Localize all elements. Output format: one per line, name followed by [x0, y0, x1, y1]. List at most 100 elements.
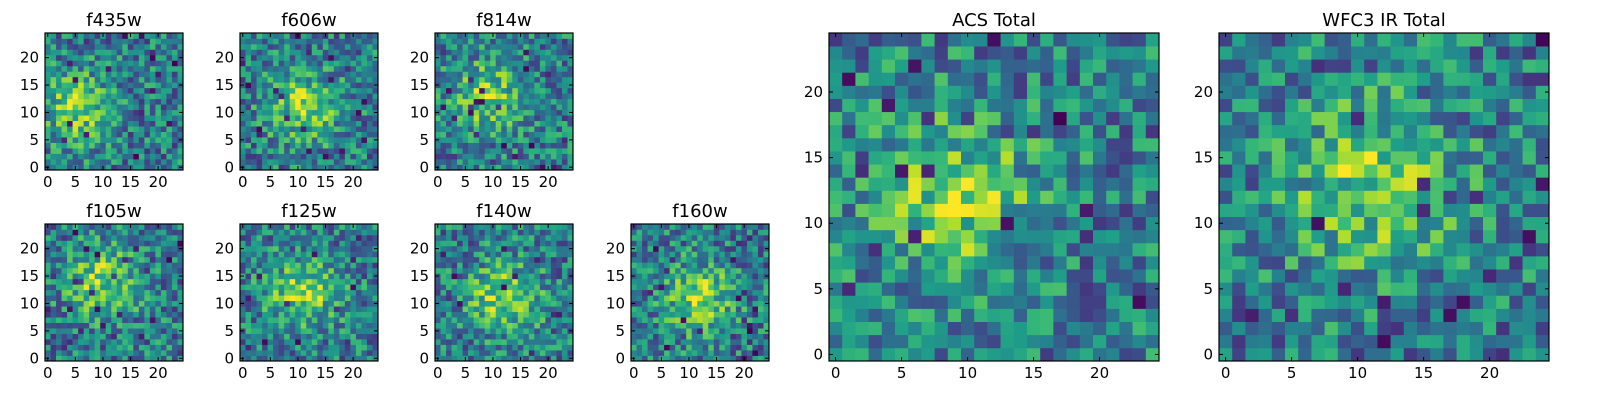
heatmap-cell: [144, 339, 150, 345]
heatmap-cell: [842, 217, 856, 230]
heatmap-cell: [279, 284, 285, 290]
heatmap-cell: [323, 99, 329, 105]
heatmap-cell: [829, 230, 843, 243]
heatmap-cell: [697, 262, 703, 268]
heatmap-cell: [144, 279, 150, 285]
heatmap-cell: [540, 82, 546, 88]
heatmap-cell: [468, 257, 474, 263]
heatmap-cell: [306, 126, 312, 132]
heatmap-cell: [133, 235, 139, 241]
heatmap-cell: [155, 154, 161, 160]
heatmap-cell: [446, 143, 452, 149]
heatmap-cell: [490, 284, 496, 290]
heatmap-cell: [356, 154, 362, 160]
heatmap-cell: [479, 99, 485, 105]
heatmap-cell: [708, 323, 714, 329]
heatmap-cell: [747, 350, 753, 356]
heatmap-cell: [161, 88, 167, 94]
heatmap-cell: [78, 77, 84, 83]
heatmap-cell: [356, 49, 362, 55]
heatmap-cell: [246, 71, 252, 77]
heatmap-cell: [45, 132, 51, 138]
heatmap-cell: [45, 295, 51, 301]
heatmap-cell: [95, 38, 101, 44]
heatmap-cell: [545, 262, 551, 268]
heatmap-cell: [752, 339, 758, 345]
heatmap-cell: [479, 273, 485, 279]
heatmap-cell: [681, 339, 687, 345]
heatmap-cell: [128, 246, 134, 252]
heatmap-cell: [279, 143, 285, 149]
y-tick-label: 20: [606, 240, 625, 258]
heatmap-cell: [78, 339, 84, 345]
heatmap-cell: [262, 148, 268, 154]
heatmap-cell: [284, 77, 290, 83]
heatmap-cell: [262, 71, 268, 77]
heatmap-cell: [648, 306, 654, 312]
heatmap-cell: [518, 49, 524, 55]
heatmap-cell: [317, 66, 323, 72]
heatmap-cell: [246, 159, 252, 165]
heatmap-cell: [334, 77, 340, 83]
heatmap-cell: [257, 240, 263, 246]
heatmap-cell: [166, 323, 172, 329]
heatmap-cell: [350, 71, 356, 77]
heatmap-cell: [323, 115, 329, 121]
heatmap-cell: [328, 295, 334, 301]
heatmap-cell: [1067, 335, 1081, 348]
heatmap-cell: [262, 339, 268, 345]
heatmap-cell: [128, 137, 134, 143]
heatmap-cell: [869, 322, 883, 335]
heatmap-cell: [279, 93, 285, 99]
heatmap-cell: [62, 71, 68, 77]
heatmap-cell: [446, 93, 452, 99]
heatmap-cell: [350, 154, 356, 160]
heatmap-cell: [367, 110, 373, 116]
heatmap-cell: [290, 257, 296, 263]
heatmap-cell: [290, 246, 296, 252]
heatmap-cell: [350, 229, 356, 235]
heatmap-cell: [139, 328, 145, 334]
heatmap-cell: [295, 88, 301, 94]
heatmap-cell: [670, 290, 676, 296]
heatmap-cell: [122, 251, 128, 257]
heatmap-cell: [523, 49, 529, 55]
heatmap-cell: [855, 309, 869, 322]
heatmap-cell: [150, 290, 156, 296]
heatmap-cell: [334, 93, 340, 99]
heatmap-cell: [1053, 348, 1067, 361]
heatmap-cell: [895, 177, 909, 190]
heatmap-cell: [306, 246, 312, 252]
heatmap-cell: [452, 246, 458, 252]
heatmap-cell: [534, 99, 540, 105]
heatmap-cell: [122, 323, 128, 329]
heatmap-cell: [1027, 335, 1041, 348]
heatmap-cell: [78, 148, 84, 154]
heatmap-cell: [306, 66, 312, 72]
heatmap-cell: [556, 312, 562, 318]
heatmap-cell: [356, 262, 362, 268]
heatmap-cell: [84, 126, 90, 132]
heatmap-cell: [122, 82, 128, 88]
heatmap-cell: [150, 49, 156, 55]
heatmap-cell: [122, 110, 128, 116]
heatmap-cell: [534, 290, 540, 296]
heatmap-cell: [95, 301, 101, 307]
heatmap-cell: [122, 44, 128, 50]
heatmap-cell: [295, 126, 301, 132]
heatmap-cell: [961, 335, 975, 348]
heatmap-cell: [133, 251, 139, 257]
heatmap-cell: [323, 279, 329, 285]
heatmap-cell: [89, 301, 95, 307]
heatmap-cell: [719, 306, 725, 312]
heatmap-cell: [339, 345, 345, 351]
heatmap-cell: [637, 323, 643, 329]
heatmap-cell: [468, 229, 474, 235]
heatmap-cell: [128, 240, 134, 246]
heatmap-cell: [1119, 177, 1133, 190]
heatmap-cell: [556, 262, 562, 268]
heatmap-cell: [117, 38, 123, 44]
heatmap-cell: [540, 240, 546, 246]
heatmap-cell: [545, 284, 551, 290]
heatmap-cell: [523, 77, 529, 83]
